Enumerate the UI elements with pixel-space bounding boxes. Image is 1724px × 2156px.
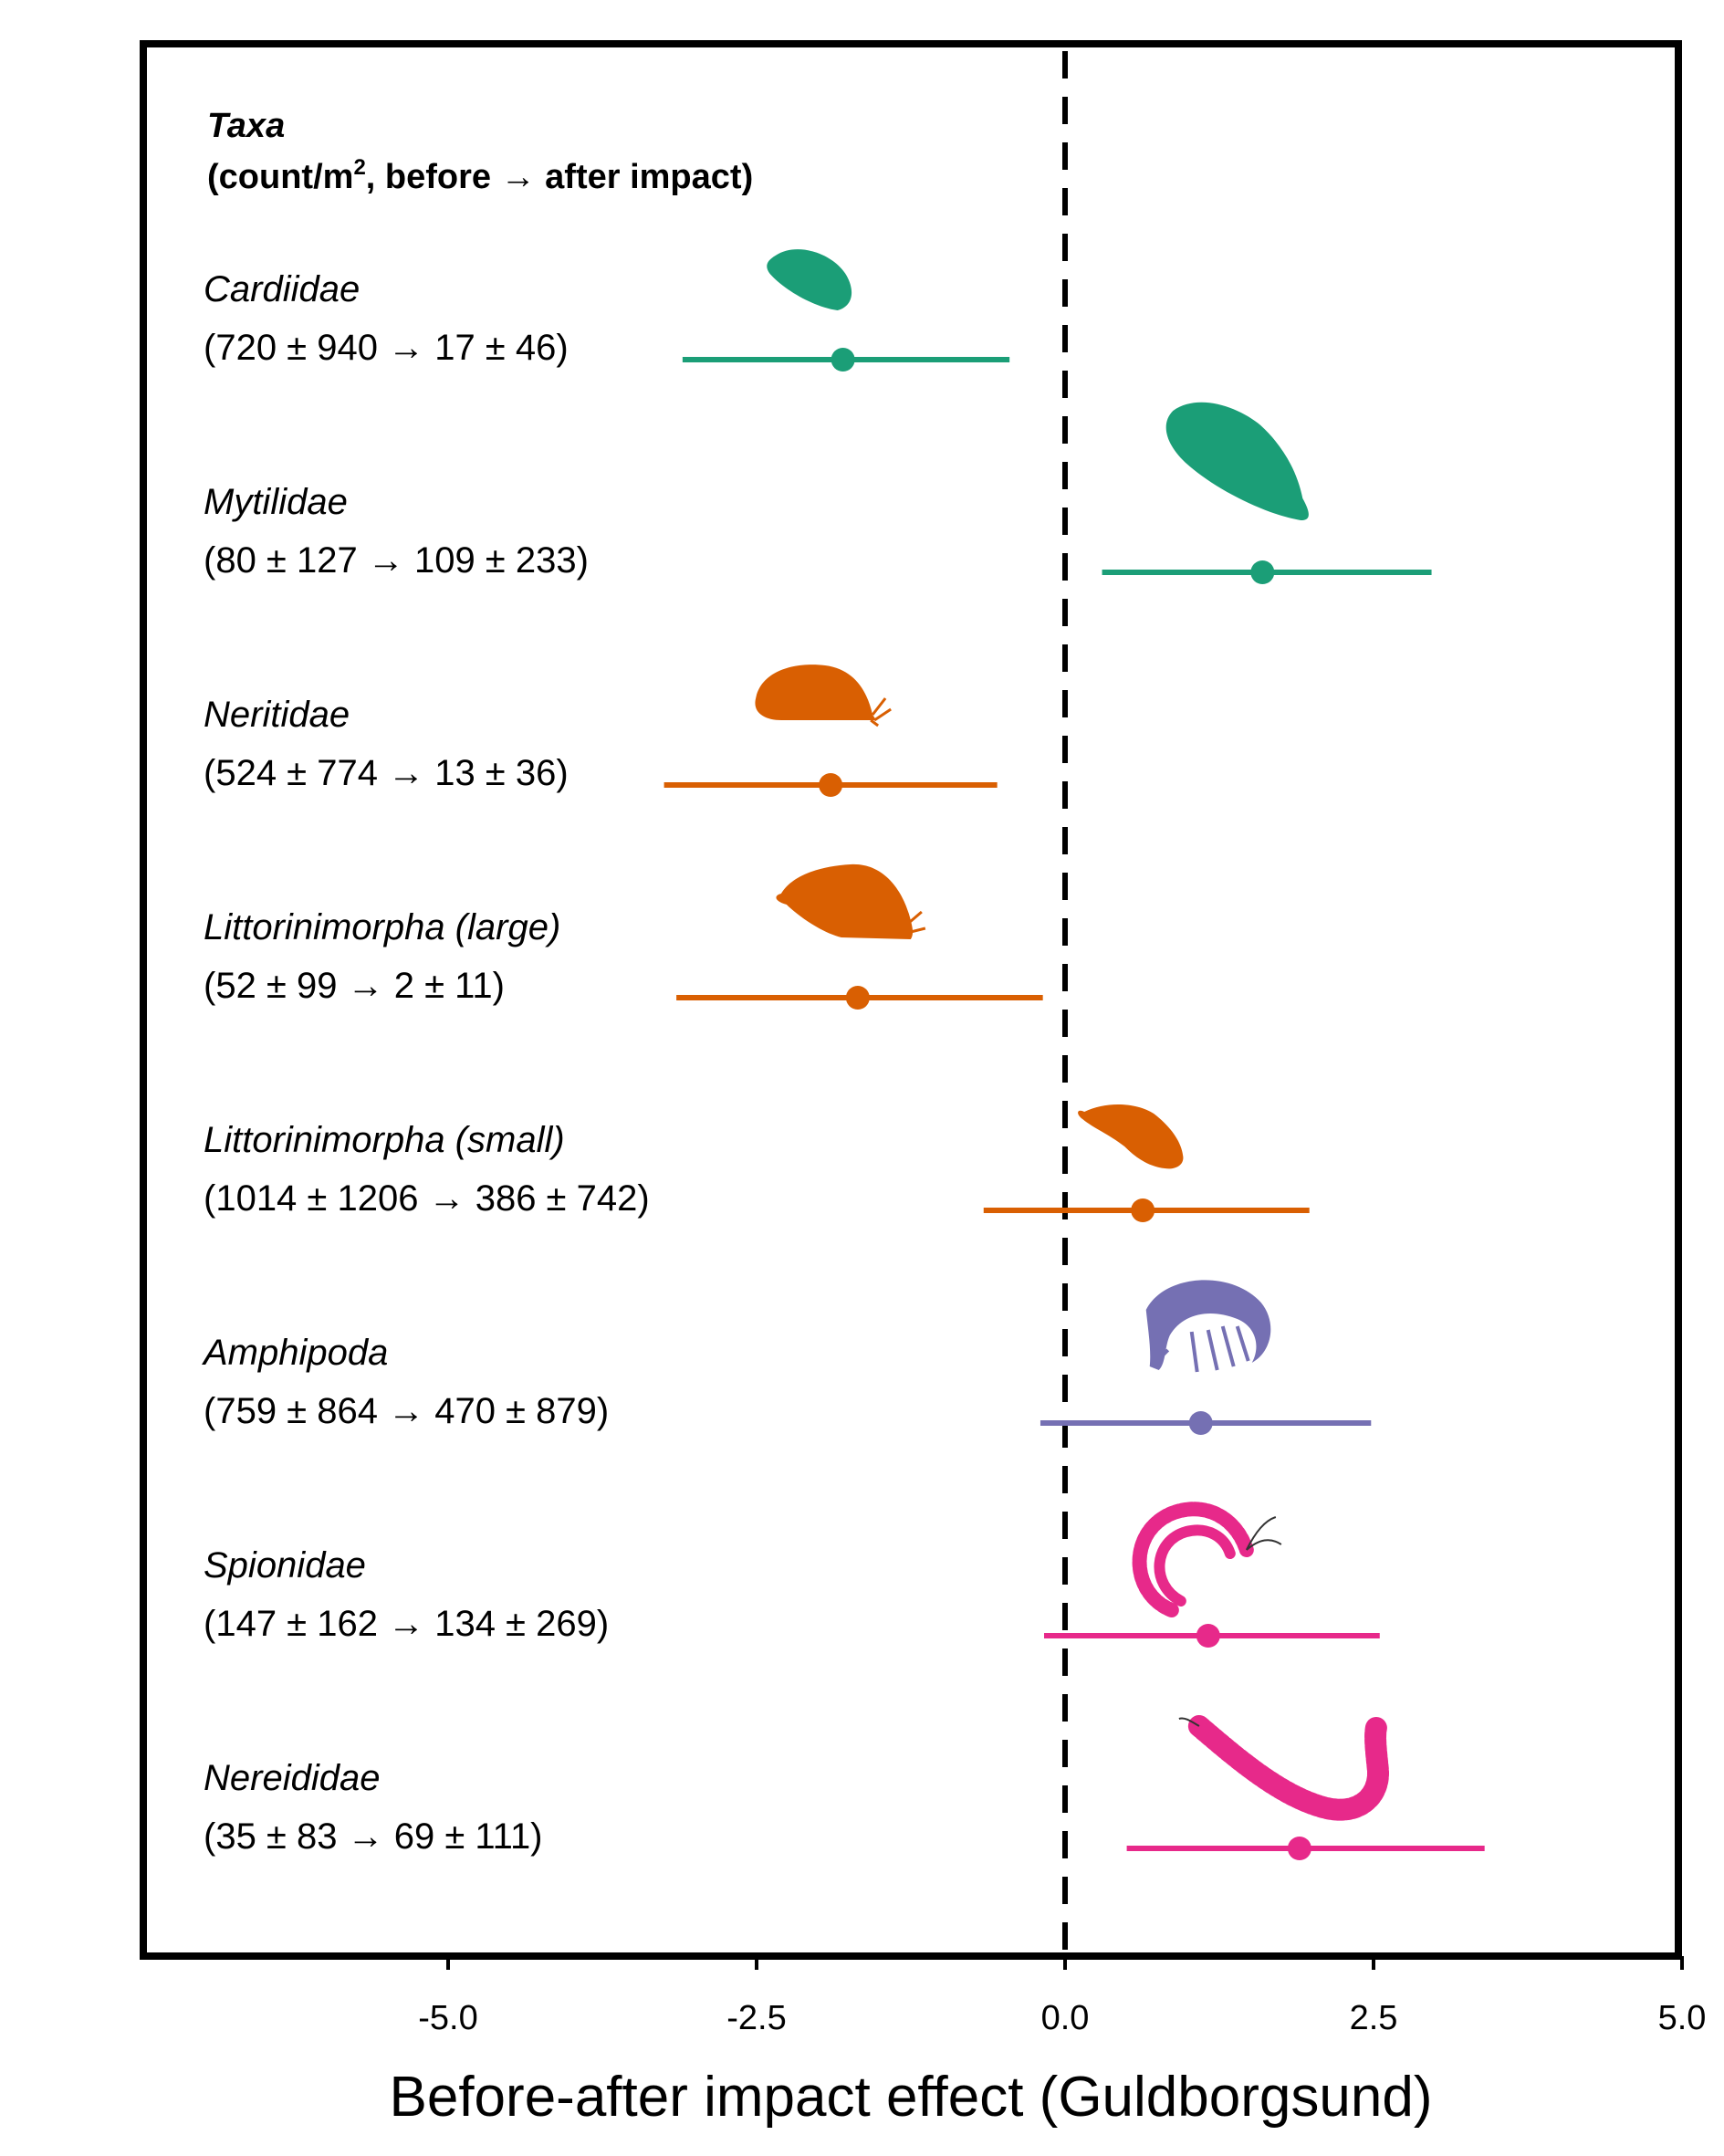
taxon-row: Cardiidae (720 ± 940 → 17 ± 46) bbox=[204, 249, 1010, 372]
point-estimate bbox=[1287, 1837, 1311, 1860]
taxon-name: Neritidae bbox=[204, 695, 350, 735]
taxon-counts: (147 ± 162 → 134 ± 269) bbox=[204, 1604, 609, 1644]
taxon-counts: (35 ± 83 → 69 ± 111) bbox=[204, 1816, 543, 1857]
x-tick-label: 0.0 bbox=[1041, 1999, 1090, 2037]
x-tick-label: -2.5 bbox=[726, 1999, 786, 2037]
taxon-name: Littorinimorpha (large) bbox=[204, 907, 560, 947]
taxon-name: Amphipoda bbox=[202, 1333, 388, 1373]
point-estimate bbox=[1250, 560, 1275, 584]
taxon-counts: (759 ± 864 → 470 ± 879) bbox=[204, 1391, 609, 1431]
rows-layer: Cardiidae (720 ± 940 → 17 ± 46) Mytilidae (… bbox=[202, 249, 1485, 1860]
x-axis: -5.0 -2.5 0.0 2.5 5.0 bbox=[418, 1956, 1706, 2037]
cockle-shell-icon bbox=[767, 249, 852, 310]
plot-frame bbox=[140, 40, 1682, 1960]
amphipod-icon bbox=[1145, 1280, 1271, 1373]
x-tick-label: 5.0 bbox=[1658, 1999, 1707, 2037]
taxon-name: Cardiidae bbox=[204, 269, 360, 309]
taxon-counts: (524 ± 774 → 13 ± 36) bbox=[204, 753, 569, 793]
taxon-counts: (80 ± 127 → 109 ± 233) bbox=[204, 540, 589, 581]
x-tick-label: -5.0 bbox=[418, 1999, 477, 2037]
taxon-row: Neritidae (524 ± 774 → 13 ± 36) bbox=[204, 665, 998, 797]
x-tick-label: 2.5 bbox=[1350, 1999, 1398, 2037]
header-subtitle: (count/m2, before → after impact) bbox=[207, 155, 753, 196]
point-estimate bbox=[1196, 1624, 1220, 1648]
point-estimate bbox=[845, 986, 870, 1010]
taxon-counts: (720 ± 940 → 17 ± 46) bbox=[204, 328, 569, 368]
superscript-2: 2 bbox=[353, 155, 365, 180]
taxon-name: Mytilidae bbox=[204, 482, 348, 522]
nerite-snail-icon bbox=[755, 665, 892, 727]
taxon-row: Nereididae (35 ± 83 → 69 ± 111) bbox=[204, 1715, 1485, 1860]
x-axis-label: Before-after impact effect (Guldborgsund… bbox=[390, 2066, 1433, 2129]
taxon-row: Spionidae (147 ± 162 → 134 ± 269) bbox=[204, 1502, 1380, 1648]
taxon-row: Littorinimorpha (small) (1014 ± 1206 → 38… bbox=[204, 1104, 1310, 1222]
point-estimate bbox=[831, 348, 855, 372]
taxon-name: Nereididae bbox=[204, 1758, 380, 1798]
point-estimate bbox=[1131, 1198, 1155, 1222]
ragworm-icon bbox=[1178, 1715, 1389, 1821]
taxon-counts: (52 ± 99 → 2 ± 11) bbox=[204, 966, 505, 1006]
taxon-row: Amphipoda (759 ± 864 → 470 ± 879) bbox=[202, 1280, 1372, 1435]
taxon-name: Spionidae bbox=[204, 1545, 366, 1586]
header-title: Taxa bbox=[207, 107, 285, 145]
taxon-name: Littorinimorpha (small) bbox=[204, 1120, 565, 1160]
point-estimate bbox=[1188, 1411, 1213, 1435]
mussel-shell-icon bbox=[1165, 402, 1309, 520]
large-snail-icon bbox=[776, 863, 926, 939]
taxon-row: Mytilidae (80 ± 127 → 109 ± 233) bbox=[204, 402, 1432, 584]
taxon-counts: (1014 ± 1206 → 386 ± 742) bbox=[204, 1178, 650, 1219]
spionid-worm-icon bbox=[1132, 1502, 1282, 1617]
point-estimate bbox=[819, 773, 843, 797]
taxon-row: Littorinimorpha (large) (52 ± 99 → 2 ± 11… bbox=[204, 863, 1043, 1010]
small-snail-icon bbox=[1078, 1104, 1184, 1169]
